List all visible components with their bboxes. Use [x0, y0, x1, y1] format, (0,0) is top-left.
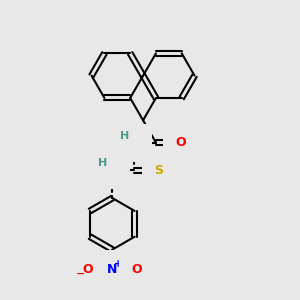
Text: H: H — [98, 158, 107, 168]
Text: +: + — [114, 260, 122, 269]
Text: S: S — [154, 164, 164, 177]
Text: N: N — [129, 136, 139, 149]
Text: −: − — [76, 269, 85, 279]
Text: N: N — [107, 263, 118, 276]
Text: O: O — [132, 263, 142, 276]
Text: N: N — [107, 164, 118, 177]
Text: O: O — [176, 136, 186, 149]
Text: O: O — [82, 263, 93, 276]
Text: H: H — [120, 131, 129, 141]
